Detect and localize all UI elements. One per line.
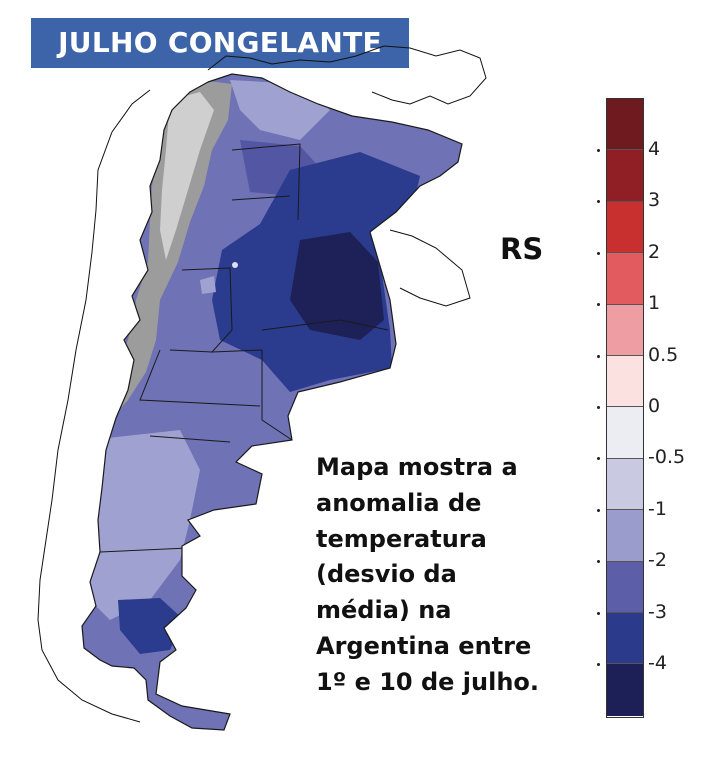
- legend-bin: [607, 510, 643, 562]
- legend-tick-mark: [597, 663, 600, 667]
- legend-tick-mark: [597, 354, 600, 358]
- legend-bin: [607, 613, 643, 665]
- legend-tick-label: -0.5: [648, 446, 686, 469]
- legend-tick-label: 0.5: [648, 343, 679, 366]
- legend-bin: [607, 253, 643, 305]
- title-banner: JULHO CONGELANTE: [31, 18, 409, 68]
- legend-bin: [607, 664, 643, 716]
- legend-tick-mark: [597, 611, 600, 615]
- legend-tick-mark: [597, 508, 600, 512]
- caption-line: média) na: [316, 596, 452, 625]
- legend-bin: [607, 561, 643, 614]
- neighbor-borders: [37, 45, 487, 723]
- caption-line: (desvio da: [316, 560, 457, 589]
- legend-bin: [607, 356, 643, 408]
- legend-bin: [607, 150, 643, 202]
- caption-line: anomalia de: [316, 488, 482, 517]
- legend-bin: [607, 99, 643, 151]
- legend-tick-mark: [597, 148, 600, 152]
- caption-line: Argentina entre: [316, 631, 532, 660]
- legend-tick-label: -1: [648, 497, 667, 520]
- legend-tick-label: -2: [648, 549, 667, 572]
- legend-tick-label: 3: [648, 189, 661, 212]
- legend-tick-label: 2: [648, 240, 661, 263]
- legend-tick-mark: [597, 303, 600, 307]
- argentina-outline: [81, 73, 463, 731]
- legend-tick-mark: [597, 457, 600, 461]
- legend-tick-label: 0: [648, 395, 661, 417]
- caption-line: 1º e 10 de julho.: [316, 667, 540, 696]
- color-scale-legend: [606, 98, 644, 718]
- legend-bin: [607, 201, 643, 254]
- legend-tick-label: 4: [648, 137, 661, 160]
- region-label-rs: RS: [500, 232, 544, 266]
- legend-tick-mark: [597, 406, 600, 409]
- caption-line: temperatura: [316, 524, 487, 553]
- legend-tick-mark: [597, 200, 600, 204]
- map-caption: Mapa mostra a anomalia de temperatura (d…: [316, 450, 576, 701]
- legend-bin: [607, 407, 643, 459]
- legend-tick-label: -4: [648, 652, 667, 675]
- region-marker-dot: [232, 262, 238, 268]
- legend-tick-mark: [597, 251, 600, 255]
- legend-tick-label: -3: [648, 600, 667, 623]
- legend-bin: [607, 458, 643, 511]
- legend-bin: [607, 304, 643, 357]
- legend-tick-mark: [597, 560, 600, 564]
- caption-line: Mapa mostra a: [316, 453, 518, 481]
- legend-tick-label: 1: [648, 292, 661, 315]
- title-text: JULHO CONGELANTE: [58, 26, 382, 59]
